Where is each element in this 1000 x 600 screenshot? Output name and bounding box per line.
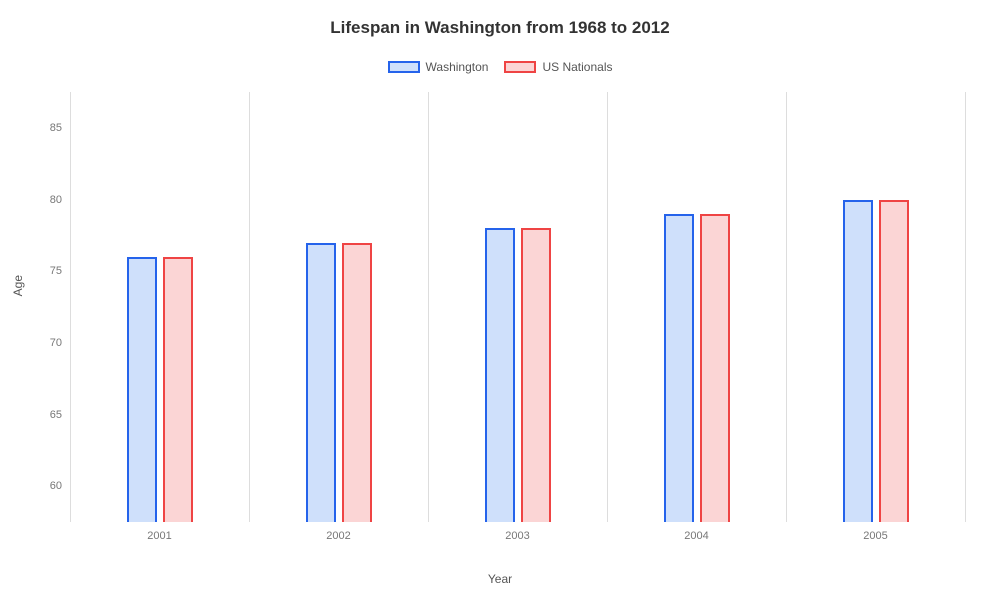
gridline-vertical (607, 92, 608, 522)
chart-container: Lifespan in Washington from 1968 to 2012… (0, 0, 1000, 600)
legend-item-washington[interactable]: Washington (388, 60, 489, 74)
legend-label: Washington (426, 60, 489, 74)
bar-us-nationals[interactable] (700, 214, 730, 522)
plot-area: 60657075808520012002200320042005 (70, 92, 965, 522)
y-tick-label: 85 (50, 122, 62, 134)
y-tick-label: 65 (50, 409, 62, 421)
x-tick-label: 2003 (505, 530, 529, 542)
y-axis-label: Age (11, 275, 25, 296)
y-tick-label: 60 (50, 480, 62, 492)
legend-item-us-nationals[interactable]: US Nationals (504, 60, 612, 74)
gridline-vertical (249, 92, 250, 522)
bar-washington[interactable] (664, 214, 694, 522)
gridline-vertical (428, 92, 429, 522)
bar-us-nationals[interactable] (163, 257, 193, 522)
bar-washington[interactable] (127, 257, 157, 522)
chart-title: Lifespan in Washington from 1968 to 2012 (0, 18, 1000, 38)
x-tick-label: 2001 (147, 530, 171, 542)
x-tick-label: 2002 (326, 530, 350, 542)
x-axis-label: Year (0, 572, 1000, 586)
bar-us-nationals[interactable] (521, 228, 551, 522)
y-tick-label: 70 (50, 337, 62, 349)
bar-washington[interactable] (843, 200, 873, 523)
legend-swatch-us-nationals (504, 61, 536, 73)
x-tick-label: 2005 (863, 530, 887, 542)
gridline-vertical (786, 92, 787, 522)
bar-washington[interactable] (306, 243, 336, 523)
legend: Washington US Nationals (0, 60, 1000, 74)
x-tick-label: 2004 (684, 530, 708, 542)
legend-swatch-washington (388, 61, 420, 73)
y-tick-label: 75 (50, 265, 62, 277)
bar-washington[interactable] (485, 228, 515, 522)
bar-us-nationals[interactable] (879, 200, 909, 523)
bar-us-nationals[interactable] (342, 243, 372, 523)
legend-label: US Nationals (542, 60, 612, 74)
gridline-vertical (70, 92, 71, 522)
gridline-vertical (965, 92, 966, 522)
y-tick-label: 80 (50, 194, 62, 206)
